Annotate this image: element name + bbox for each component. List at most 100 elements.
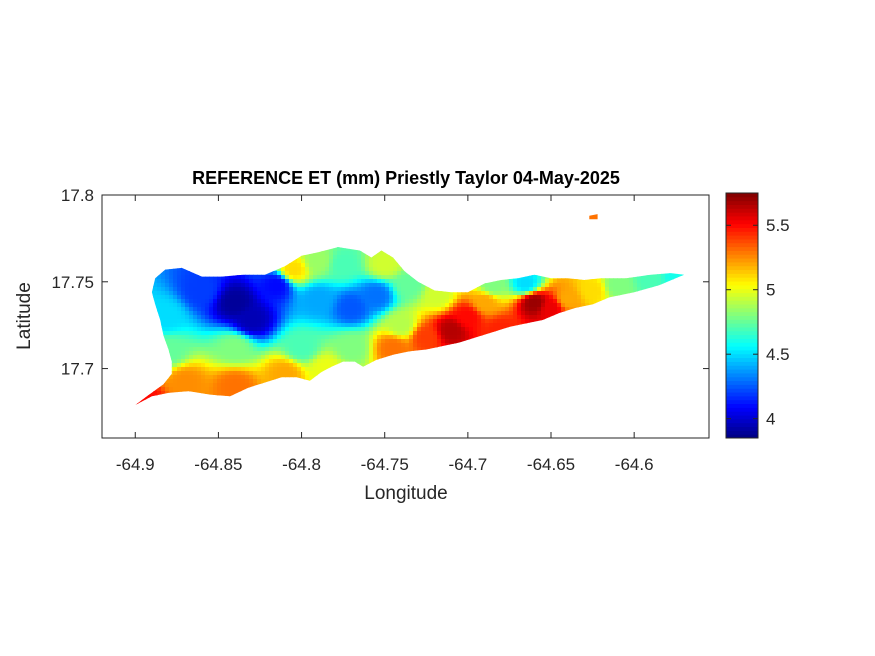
heatmap-cell	[389, 279, 394, 284]
heatmap-cell	[361, 335, 366, 340]
heatmap-cell	[237, 311, 242, 316]
heatmap-cell	[297, 339, 302, 344]
heatmap-cell	[285, 271, 290, 276]
heatmap-cell	[301, 283, 306, 288]
heatmap-cell	[529, 283, 534, 288]
heatmap-cell	[229, 319, 234, 324]
heatmap-cell	[381, 267, 386, 272]
heatmap-cell	[457, 323, 462, 328]
heatmap-cell	[257, 303, 262, 308]
heatmap-cell	[317, 311, 322, 316]
heatmap-cell	[169, 331, 174, 336]
heatmap-cell	[245, 315, 250, 320]
heatmap-cell	[221, 331, 226, 336]
heatmap-cell	[633, 287, 638, 292]
heatmap-cell	[297, 307, 302, 312]
heatmap-cell	[357, 303, 362, 308]
heatmap-cell	[477, 331, 482, 336]
heatmap-cell	[193, 291, 198, 296]
heatmap-cell	[633, 283, 638, 288]
heatmap-cell	[233, 323, 238, 328]
heatmap-cell	[257, 335, 262, 340]
heatmap-cell	[293, 343, 298, 348]
heatmap-cell	[337, 319, 342, 324]
heatmap-cell	[633, 275, 638, 280]
heatmap-cell	[273, 295, 278, 300]
heatmap-cell	[337, 343, 342, 348]
heatmap-cell	[357, 275, 362, 280]
heatmap-cell	[329, 251, 334, 256]
heatmap-cell	[385, 319, 390, 324]
heatmap-cell	[325, 299, 330, 304]
heatmap-cell	[461, 327, 466, 332]
heatmap-cell	[193, 275, 198, 280]
heatmap-cell	[297, 351, 302, 356]
heatmap-cell	[357, 295, 362, 300]
heatmap-cell	[241, 339, 246, 344]
heatmap-cell	[317, 251, 322, 256]
heatmap-cell	[425, 287, 430, 292]
heatmap-cell	[165, 311, 170, 316]
heatmap-cell	[165, 283, 170, 288]
heatmap-cell	[389, 347, 394, 352]
heatmap-cell	[505, 323, 510, 328]
heatmap-cell	[201, 335, 206, 340]
heatmap-cell	[229, 327, 234, 332]
heatmap-cell	[601, 291, 606, 296]
heatmap-cell	[465, 327, 470, 332]
heatmap-cell	[357, 259, 362, 264]
heatmap-cell	[585, 283, 590, 288]
heatmap-cell	[337, 275, 342, 280]
heatmap-cell	[441, 299, 446, 304]
heatmap-cell	[269, 311, 274, 316]
heatmap-cell	[257, 323, 262, 328]
heatmap-cell	[233, 315, 238, 320]
heatmap-cell	[345, 299, 350, 304]
heatmap-cell	[405, 327, 410, 332]
heatmap-cell	[357, 255, 362, 260]
heatmap-cell	[341, 287, 346, 292]
heatmap-cell	[285, 343, 290, 348]
heatmap-cell	[249, 347, 254, 352]
heatmap-cell	[261, 303, 266, 308]
heatmap-cell	[381, 347, 386, 352]
heatmap-cell	[277, 331, 282, 336]
heatmap-cell	[329, 335, 334, 340]
heatmap-cell	[473, 327, 478, 332]
heatmap-cell	[521, 279, 526, 284]
heatmap-cell	[509, 319, 514, 324]
heatmap-cell	[293, 283, 298, 288]
heatmap-cell	[369, 319, 374, 324]
heatmap-cell	[433, 331, 438, 336]
heatmap-cell	[213, 295, 218, 300]
heatmap-cell	[213, 319, 218, 324]
heatmap-cell	[409, 339, 414, 344]
heatmap-cell	[469, 299, 474, 304]
heatmap-cell	[293, 287, 298, 292]
heatmap-cell	[429, 287, 434, 292]
heatmap-cell	[401, 327, 406, 332]
heatmap-cell	[157, 279, 162, 284]
heatmap-cell	[169, 351, 174, 356]
heatmap-cell	[165, 303, 170, 308]
heatmap-cell	[165, 315, 170, 320]
heatmap-cell	[337, 331, 342, 336]
heatmap-cell	[325, 343, 330, 348]
heatmap-cell	[333, 275, 338, 280]
heatmap-cell	[265, 279, 270, 284]
heatmap-cell	[213, 303, 218, 308]
heatmap-cell	[297, 347, 302, 352]
heatmap-cell	[225, 319, 230, 324]
heatmap-cell	[485, 299, 490, 304]
heatmap-cell	[337, 339, 342, 344]
heatmap-cell	[309, 319, 314, 324]
heatmap-cell	[257, 351, 262, 356]
heatmap-cell	[401, 291, 406, 296]
heatmap-cell	[541, 275, 546, 280]
heatmap-cell	[605, 287, 610, 292]
heatmap-cell	[533, 279, 538, 284]
heatmap-cell	[281, 343, 286, 348]
heatmap-cell	[361, 267, 366, 272]
heatmap-cell	[185, 271, 190, 276]
heatmap-cell	[461, 339, 466, 344]
